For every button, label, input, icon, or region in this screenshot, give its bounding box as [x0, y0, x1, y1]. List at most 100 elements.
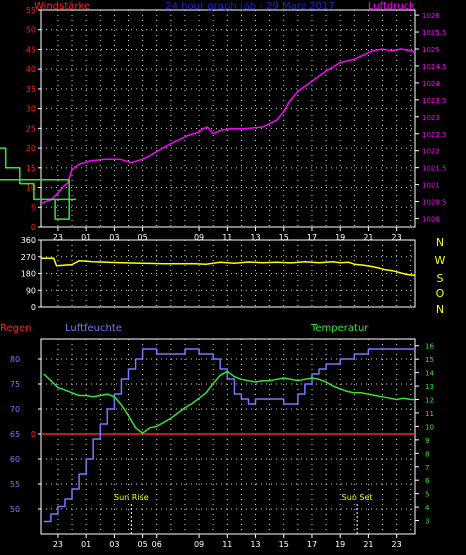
panel1-x-tick-label: 01: [81, 233, 91, 242]
panel1-x-tick-label: 05: [138, 233, 148, 242]
wind-speed-tick-label: 45: [26, 45, 36, 54]
panel1-x-tick-label: 03: [109, 233, 119, 242]
panel3-x-tick-label: 11: [222, 540, 232, 549]
wind-direction-tick-label: 90: [26, 286, 36, 295]
pressure-tick-label: 1026: [422, 12, 440, 20]
pressure-tick-label: 1023.5: [422, 97, 447, 105]
wind-speed-tick-label: 10: [26, 184, 36, 193]
panel1-x-tick-label: 23: [392, 233, 402, 242]
compass-letter-s: S: [437, 272, 444, 285]
wind-speed-tick-label: 0: [31, 223, 36, 232]
humidity-series-line: [43, 348, 415, 523]
temperature-tick-label: 8: [425, 450, 429, 458]
panel3-x-tick-label: 19: [335, 540, 345, 549]
humidity-tick-label: 60: [10, 455, 20, 464]
temperature-tick-label: 3: [425, 518, 429, 526]
panel3-x-tick-label: 23: [53, 540, 63, 549]
wind-direction-tick-label: 0: [31, 303, 36, 312]
humidity-tick-label: 80: [10, 355, 20, 364]
panel1-x-tick-label: 13: [250, 233, 260, 242]
temperature-tick-label: 4: [425, 504, 430, 512]
humidity-tick-label: 65: [10, 430, 20, 439]
panel1-x-tick-label: 23: [53, 233, 63, 242]
compass-letter-o: O: [436, 287, 445, 300]
pressure-tick-label: 1024: [422, 80, 440, 88]
chart-title: 24 hour graph (ab - 29 Marz 2017: [165, 1, 334, 12]
wind-direction-series-line: [41, 257, 416, 277]
wind-speed-tick-label: 30: [26, 105, 36, 114]
wind-speed-tick-label: 5: [31, 203, 36, 212]
sun-rise-label: Sun Rise: [114, 493, 149, 502]
temperature-tick-label: 7: [425, 464, 429, 472]
panel3-x-tick-label: 13: [250, 540, 260, 549]
panel1-x-tick-label: 21: [363, 233, 373, 242]
panel3-x-tick-label: 06: [152, 540, 162, 549]
pressure-tick-label: 1020.5: [422, 199, 447, 207]
humidity-tick-label: 55: [10, 480, 20, 489]
temperature-tick-label: 10: [425, 423, 434, 431]
panel3-x-tick-label: 03: [109, 540, 119, 549]
wind-speed-tick-label: 50: [26, 26, 36, 35]
panel3-x-tick-label: 01: [81, 540, 91, 549]
pressure-tick-label: 1022: [422, 148, 440, 156]
pressure-tick-label: 1025: [422, 46, 440, 54]
temperature-tick-label: 9: [425, 437, 429, 445]
pressure-series-line: [40, 48, 416, 205]
humidity-tick-label: 70: [10, 405, 20, 414]
panel1-x-tick-label: 09: [194, 233, 204, 242]
wind-direction-tick-label: 270: [21, 253, 36, 262]
panel1-x-tick-label: 17: [307, 233, 317, 242]
wind-speed-axis-title: Windstärke: [34, 1, 90, 12]
panel1-x-tick-label: 15: [279, 233, 289, 242]
wind-direction-tick-label: 360: [21, 236, 36, 245]
temperature-tick-label: 15: [425, 356, 434, 364]
wind-speed-series-line: [0, 147, 77, 220]
pressure-tick-label: 1023: [422, 114, 440, 122]
rain-zero-label: 0: [31, 430, 36, 439]
pressure-tick-label: 1021.5: [422, 165, 447, 173]
pressure-axis-title: Luftdruck: [368, 1, 415, 12]
humidity-axis-title: Luftfeuchte: [65, 323, 122, 334]
panel3-x-tick-label: 17: [307, 540, 317, 549]
wind-speed-tick-label: 55: [26, 6, 36, 15]
temperature-tick-label: 5: [425, 491, 429, 499]
pressure-tick-label: 1021: [422, 182, 440, 190]
rain-axis-title: Regen: [0, 323, 32, 334]
temperature-tick-label: 13: [425, 383, 434, 391]
wind-direction-plot-frame: [40, 239, 416, 308]
temperature-axis-title: Temperatur: [310, 323, 369, 334]
pressure-tick-label: 1022.5: [422, 131, 447, 139]
temperature-tick-label: 6: [425, 477, 430, 485]
temperature-tick-label: 12: [425, 397, 434, 405]
wind-speed-tick-label: 20: [26, 144, 36, 153]
panel3-x-tick-label: 15: [279, 540, 289, 549]
panel3-x-tick-label: 09: [194, 540, 204, 549]
wind-direction-tick-label: 180: [21, 270, 36, 279]
compass-letter-n: N: [436, 236, 444, 249]
temperature-tick-label: 14: [425, 370, 434, 378]
compass-letter-w: W: [435, 254, 446, 267]
panel3-x-tick-label: 23: [392, 540, 402, 549]
wind-speed-tick-label: 15: [26, 164, 36, 173]
wind-speed-tick-label: 25: [26, 124, 36, 133]
temperature-series-line: [43, 370, 415, 434]
wind-pressure-plot-frame: [40, 9, 416, 228]
compass-letter-n: N: [436, 303, 444, 316]
pressure-tick-label: 1024.5: [422, 63, 447, 71]
humidity-temperature-plot-frame: [40, 338, 416, 535]
wind-speed-tick-label: 40: [26, 65, 36, 74]
humidity-tick-label: 50: [10, 505, 20, 514]
panel3-x-tick-label: 21: [363, 540, 373, 549]
humidity-tick-label: 75: [10, 380, 20, 389]
pressure-tick-label: 1025.5: [422, 29, 447, 37]
panel1-x-tick-label: 19: [335, 233, 345, 242]
panel1-x-tick-label: 11: [222, 233, 232, 242]
pressure-tick-label: 1020: [422, 216, 440, 224]
temperature-tick-label: 11: [425, 410, 434, 418]
temperature-tick-label: 16: [425, 343, 434, 351]
panel3-x-tick-label: 05: [138, 540, 148, 549]
sun-set-label: Sun Set: [342, 493, 373, 502]
wind-speed-tick-label: 35: [26, 85, 36, 94]
